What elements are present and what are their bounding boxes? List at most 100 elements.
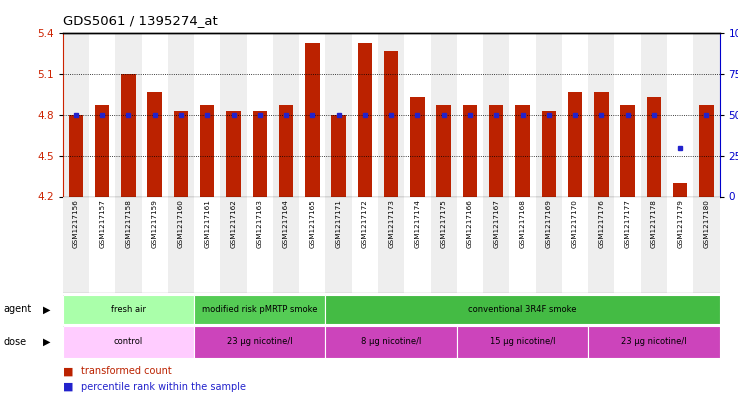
Text: conventional 3R4F smoke: conventional 3R4F smoke	[468, 305, 577, 314]
Bar	[436, 105, 451, 196]
Bar	[299, 33, 325, 196]
Bar	[615, 196, 641, 293]
Bar	[463, 105, 477, 196]
Bar	[509, 196, 536, 293]
Text: GSM1217158: GSM1217158	[125, 199, 131, 248]
Bar	[641, 196, 667, 293]
Text: GSM1217179: GSM1217179	[677, 199, 683, 248]
Bar	[693, 33, 720, 196]
Bar	[273, 33, 299, 196]
Bar	[89, 196, 115, 293]
Bar	[63, 33, 89, 196]
Bar	[273, 196, 299, 293]
Bar	[221, 33, 246, 196]
Bar	[615, 33, 641, 196]
Text: GDS5061 / 1395274_at: GDS5061 / 1395274_at	[63, 14, 218, 27]
Text: 8 μg nicotine/l: 8 μg nicotine/l	[361, 338, 421, 346]
Bar	[384, 51, 399, 196]
Text: percentile rank within the sample: percentile rank within the sample	[81, 382, 246, 392]
Bar	[673, 183, 687, 196]
Bar	[568, 92, 582, 196]
Bar	[325, 196, 352, 293]
Text: GSM1217180: GSM1217180	[703, 199, 709, 248]
Bar	[410, 97, 424, 196]
Bar	[536, 33, 562, 196]
Bar	[404, 196, 430, 293]
Bar	[325, 326, 457, 358]
Text: GSM1217163: GSM1217163	[257, 199, 263, 248]
Text: transformed count: transformed count	[81, 366, 172, 376]
Bar	[325, 33, 352, 196]
Text: GSM1217173: GSM1217173	[388, 199, 394, 248]
Text: GSM1217169: GSM1217169	[546, 199, 552, 248]
Bar	[646, 97, 661, 196]
Bar	[489, 105, 503, 196]
Text: GSM1217164: GSM1217164	[283, 199, 289, 248]
Bar	[63, 326, 194, 358]
Bar	[430, 196, 457, 293]
Bar	[457, 326, 588, 358]
Bar	[483, 33, 509, 196]
Bar	[168, 33, 194, 196]
Bar	[200, 105, 215, 196]
Bar	[325, 295, 720, 324]
Bar	[331, 115, 346, 196]
Bar	[279, 105, 293, 196]
Bar	[483, 196, 509, 293]
Text: GSM1217168: GSM1217168	[520, 199, 525, 248]
Text: ■: ■	[63, 382, 73, 392]
Text: ■: ■	[63, 366, 73, 376]
Bar	[115, 33, 142, 196]
Text: GSM1217159: GSM1217159	[152, 199, 158, 248]
Bar	[509, 33, 536, 196]
Bar	[252, 111, 267, 196]
Text: GSM1217172: GSM1217172	[362, 199, 368, 248]
Bar	[305, 43, 320, 196]
Bar	[194, 326, 325, 358]
Text: GSM1217171: GSM1217171	[336, 199, 342, 248]
Text: GSM1217177: GSM1217177	[624, 199, 630, 248]
Bar	[299, 196, 325, 293]
Bar	[515, 105, 530, 196]
Bar	[562, 33, 588, 196]
Text: GSM1217156: GSM1217156	[73, 199, 79, 248]
Bar	[115, 196, 142, 293]
Text: modified risk pMRTP smoke: modified risk pMRTP smoke	[202, 305, 317, 314]
Bar	[457, 196, 483, 293]
Bar	[63, 295, 194, 324]
Text: ▶: ▶	[43, 337, 50, 347]
Text: ▶: ▶	[43, 305, 50, 314]
Bar	[194, 295, 325, 324]
Bar	[246, 196, 273, 293]
Text: GSM1217174: GSM1217174	[415, 199, 421, 248]
Bar	[352, 196, 378, 293]
Bar	[594, 92, 609, 196]
Bar	[536, 196, 562, 293]
Bar	[246, 33, 273, 196]
Text: fresh air: fresh air	[111, 305, 146, 314]
Text: GSM1217162: GSM1217162	[230, 199, 236, 248]
Bar	[194, 196, 221, 293]
Text: GSM1217157: GSM1217157	[99, 199, 105, 248]
Bar	[95, 105, 109, 196]
Bar	[588, 33, 615, 196]
Bar	[173, 111, 188, 196]
Bar	[63, 196, 89, 293]
Bar	[142, 33, 168, 196]
Bar	[588, 326, 720, 358]
Text: 23 μg nicotine/l: 23 μg nicotine/l	[227, 338, 292, 346]
Bar	[378, 196, 404, 293]
Text: dose: dose	[4, 337, 27, 347]
Bar	[667, 33, 693, 196]
Text: GSM1217165: GSM1217165	[309, 199, 315, 248]
Bar	[588, 196, 615, 293]
Bar	[194, 33, 221, 196]
Bar	[542, 111, 556, 196]
Text: GSM1217170: GSM1217170	[572, 199, 578, 248]
Text: GSM1217175: GSM1217175	[441, 199, 446, 248]
Text: 23 μg nicotine/l: 23 μg nicotine/l	[621, 338, 686, 346]
Bar	[404, 33, 430, 196]
Bar	[358, 43, 372, 196]
Bar	[168, 196, 194, 293]
Text: GSM1217176: GSM1217176	[599, 199, 604, 248]
